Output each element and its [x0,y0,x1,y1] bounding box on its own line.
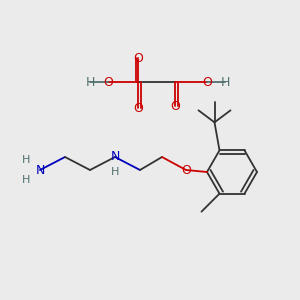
Text: O: O [133,101,143,115]
Text: O: O [202,76,212,88]
Text: H: H [22,175,30,185]
Text: O: O [170,100,180,112]
Text: H: H [85,76,95,88]
Text: H: H [22,155,30,165]
Text: O: O [133,52,143,64]
Text: N: N [110,151,120,164]
Text: H: H [111,167,119,177]
Text: H: H [220,76,230,88]
Text: N: N [35,164,45,176]
Text: O: O [103,76,113,88]
Text: O: O [181,164,191,176]
